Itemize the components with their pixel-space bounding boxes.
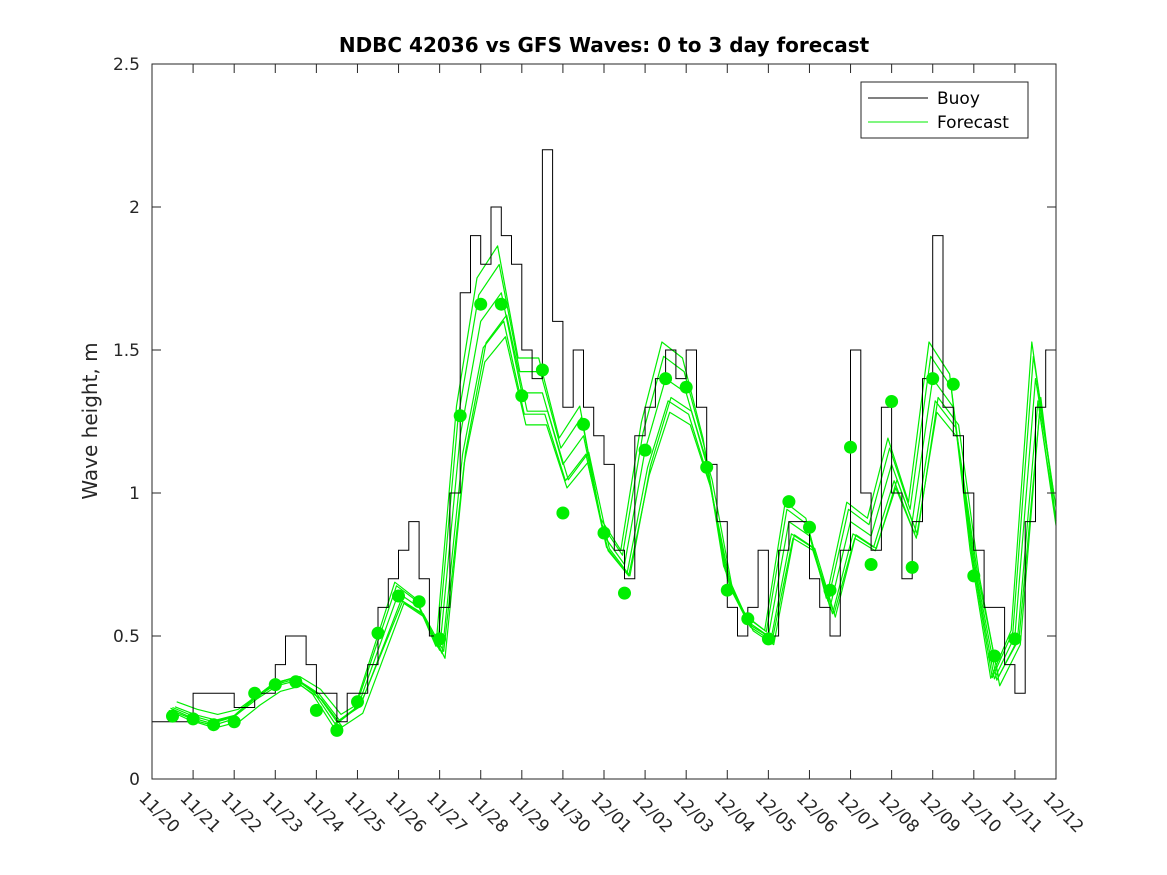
buoy-line [152, 149, 1056, 723]
y-tick-label: 1.5 [113, 341, 140, 361]
forecast-point [946, 377, 960, 391]
forecast-point [782, 495, 796, 509]
forecast-point [597, 526, 611, 540]
forecast-point [371, 626, 385, 640]
forecast-point [412, 595, 426, 609]
y-axis-label: Wave height, m [78, 342, 102, 499]
forecast-point [659, 372, 673, 386]
forecast-point [535, 363, 549, 377]
forecast-point [453, 409, 467, 423]
legend-buoy-label: Buoy [937, 89, 980, 109]
forecast-point [248, 686, 262, 700]
forecast-point [268, 678, 282, 692]
forecast-point [864, 558, 878, 571]
forecast-point [741, 612, 755, 626]
forecast-point [1008, 632, 1022, 646]
forecast-point [679, 380, 693, 394]
forecast-point [885, 395, 899, 408]
legend: Buoy Forecast [860, 81, 1029, 139]
legend-box [860, 81, 1029, 139]
forecast-point [926, 372, 940, 386]
forecast-point [987, 649, 1001, 663]
chart-title: NDBC 42036 vs GFS Waves: 0 to 3 day fore… [339, 33, 870, 57]
y-tick-label: 0 [129, 770, 140, 790]
forecast-analysis-points [166, 297, 1022, 737]
y-axis-ticks: 0 0.5 1 1.5 2 2.5 [113, 55, 1056, 790]
forecast-point [638, 443, 652, 457]
forecast-point [803, 520, 816, 534]
y-tick-label: 0.5 [113, 627, 140, 647]
forecast-point [392, 589, 405, 603]
forecast-point [556, 506, 570, 520]
forecast-point [844, 440, 857, 454]
forecast-point [618, 586, 631, 600]
forecast-point [720, 583, 734, 597]
buoy-series-line [152, 149, 1056, 723]
forecast-point [351, 695, 364, 709]
forecast-line [170, 263, 1055, 725]
forecast-point [905, 560, 919, 574]
forecast-point [289, 675, 303, 689]
y-tick-label: 2 [129, 198, 140, 218]
forecast-point [515, 389, 529, 403]
forecast-point [967, 569, 981, 583]
forecast-point [186, 712, 200, 726]
forecast-point [330, 723, 344, 737]
forecast-point [166, 709, 179, 723]
y-tick-label: 2.5 [113, 55, 140, 75]
forecast-point [494, 297, 508, 311]
forecast-line [177, 314, 1057, 728]
forecast-point [823, 583, 837, 597]
forecast-point [207, 718, 221, 732]
forecast-point [761, 632, 775, 646]
forecast-point [309, 703, 323, 717]
forecast-point [700, 460, 714, 474]
forecast-line [168, 245, 1053, 727]
forecast-point [474, 297, 488, 311]
y-tick-label: 1 [129, 484, 140, 504]
forecast-point [577, 417, 590, 431]
legend-forecast-label: Forecast [937, 113, 1009, 133]
plot-area [152, 64, 1056, 779]
forecast-point [227, 715, 241, 729]
forecast-point [433, 632, 447, 646]
